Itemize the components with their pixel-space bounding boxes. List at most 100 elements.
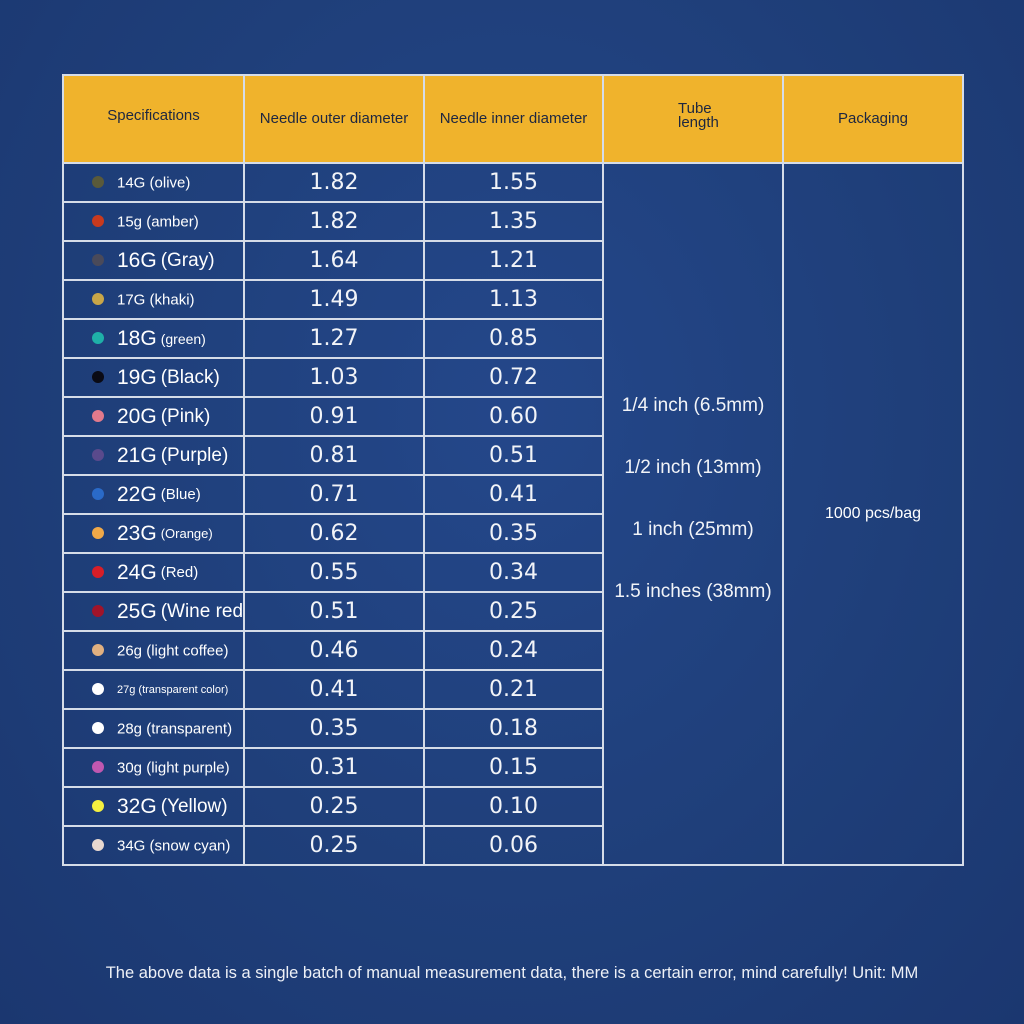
- color-dot-icon: [92, 526, 104, 539]
- table-row: 22G (Blue) 0.71 0.41: [62, 474, 963, 515]
- color-dot-icon: [92, 253, 104, 266]
- table-row: 15g (amber) 1.82 1.35: [62, 201, 963, 242]
- inner-diameter-cell: 0.60: [423, 396, 604, 437]
- tube-length-item: 1 inch (25mm): [632, 519, 754, 540]
- color-dot-icon: [92, 565, 104, 578]
- color-dot-icon: [92, 487, 104, 500]
- table-row: 28g (transparent) 0.35 0.18: [62, 708, 963, 749]
- table-row: 21G (Purple) 0.81 0.51: [62, 435, 963, 476]
- spec-label: 14G (olive): [117, 174, 191, 192]
- inner-diameter-cell: 1.55: [423, 162, 604, 203]
- outer-diameter-cell: 0.46: [243, 630, 425, 671]
- color-dot-icon: [92, 683, 104, 696]
- spec-label: 15g (amber): [117, 213, 199, 231]
- spec-color-name: (Yellow): [160, 795, 228, 817]
- color-dot-icon: [92, 448, 104, 461]
- spec-cell: 17G (khaki): [62, 279, 245, 320]
- tube-length-item: 1/2 inch (13mm): [624, 457, 762, 478]
- color-dot-icon: [92, 604, 104, 617]
- outer-diameter-cell: 0.51: [243, 591, 425, 632]
- inner-diameter-cell: 0.51: [423, 435, 604, 476]
- spec-color-name: (green): [160, 330, 206, 347]
- spec-gauge: 32G: [117, 794, 157, 818]
- measurement-footnote: The above data is a single batch of manu…: [105, 964, 919, 982]
- tube-length-list: 1/4 inch (6.5mm) 1/2 inch (13mm) 1 inch (2…: [604, 394, 782, 642]
- color-dot-icon: [92, 175, 104, 188]
- outer-diameter-cell: 0.55: [243, 552, 425, 593]
- table-row: 20G (Pink) 0.91 0.60: [62, 396, 963, 437]
- spec-cell: 22G (Blue): [62, 474, 245, 515]
- inner-diameter-cell: 0.34: [423, 552, 604, 593]
- spec-label: 17G (khaki): [117, 291, 195, 309]
- needle-spec-table: Specifications Needle outer diameter Nee…: [62, 74, 964, 866]
- tube-length-item: 1/4 inch (6.5mm): [621, 395, 765, 416]
- outer-diameter-cell: 1.64: [243, 240, 425, 281]
- outer-diameter-cell: 0.81: [243, 435, 425, 476]
- spec-gauge: 18G: [117, 326, 157, 350]
- color-dot-icon: [92, 838, 104, 851]
- outer-diameter-cell: 0.31: [243, 747, 425, 788]
- table-body: 14G (olive) 1.82 1.55 1/4 inch (6.5mm) 1/2 i…: [62, 162, 964, 866]
- spec-label: 34G (snow cyan): [117, 837, 231, 855]
- outer-diameter-cell: 1.27: [243, 318, 425, 359]
- spec-color-name: (Purple): [160, 444, 229, 466]
- spec-cell: 15g (amber): [62, 201, 245, 242]
- spec-color-name: (Black): [160, 366, 220, 388]
- table-row: 16G (Gray) 1.64 1.21: [62, 240, 963, 281]
- table-row: 17G (khaki) 1.49 1.13: [62, 279, 963, 320]
- table-header-row: Specifications Needle outer diameter Nee…: [62, 74, 964, 164]
- spec-gauge: 23G: [117, 521, 157, 545]
- inner-diameter-cell: 1.35: [423, 201, 604, 242]
- outer-diameter-cell: 0.41: [243, 669, 425, 710]
- header-inner-diameter: Needle inner diameter: [423, 74, 604, 164]
- spec-gauge: 16G: [117, 248, 157, 272]
- color-dot-icon: [92, 331, 104, 344]
- outer-diameter-cell: 0.62: [243, 513, 425, 554]
- spec-cell: 27g (transparent color): [62, 669, 245, 710]
- inner-diameter-cell: 0.41: [423, 474, 604, 515]
- spec-cell: 19G (Black): [62, 357, 245, 398]
- header-specifications: Specifications: [62, 74, 245, 164]
- outer-diameter-cell: 1.03: [243, 357, 425, 398]
- spec-color-name: (Blue): [160, 486, 201, 503]
- header-packaging: Packaging: [782, 74, 964, 164]
- spec-cell: 21G (Purple): [62, 435, 245, 476]
- outer-diameter-cell: 1.82: [243, 162, 425, 203]
- table-row: 30g (light purple) 0.31 0.15: [62, 747, 963, 788]
- spec-gauge: 25G: [117, 599, 157, 623]
- spec-cell: 14G (olive): [62, 162, 245, 203]
- outer-diameter-cell: 0.25: [243, 786, 425, 827]
- color-dot-icon: [92, 643, 104, 656]
- header-tube-length: Tube length: [602, 74, 784, 164]
- spec-cell: 25G (Wine red): [62, 591, 245, 632]
- table-row: 32G (Yellow) 0.25 0.10: [62, 786, 963, 827]
- spec-gauge: 19G: [117, 365, 157, 389]
- outer-diameter-cell: 1.82: [243, 201, 425, 242]
- inner-diameter-cell: 1.21: [423, 240, 604, 281]
- spec-color-name: (Gray): [160, 249, 215, 271]
- spec-cell: 26g (light coffee): [62, 630, 245, 671]
- inner-diameter-cell: 0.85: [423, 318, 604, 359]
- spec-cell: 32G (Yellow): [62, 786, 245, 827]
- table-row: 23G (Orange) 0.62 0.35: [62, 513, 963, 554]
- inner-diameter-cell: 0.25: [423, 591, 604, 632]
- color-dot-icon: [92, 721, 104, 734]
- spec-label: 26g (light coffee): [117, 642, 229, 660]
- table-row: 19G (Black) 1.03 0.72: [62, 357, 963, 398]
- color-dot-icon: [92, 409, 104, 422]
- spec-color-name: (Wine red): [160, 600, 244, 622]
- spec-cell: 16G (Gray): [62, 240, 245, 281]
- table-row: 25G (Wine red) 0.51 0.25: [62, 591, 963, 632]
- outer-diameter-cell: 0.71: [243, 474, 425, 515]
- inner-diameter-cell: 0.24: [423, 630, 604, 671]
- table-row: 18G (green) 1.27 0.85: [62, 318, 963, 359]
- spec-gauge: 20G: [117, 404, 157, 428]
- header-outer-diameter: Needle outer diameter: [243, 74, 425, 164]
- outer-diameter-cell: 0.91: [243, 396, 425, 437]
- packaging-cell: 1000 pcs/bag: [782, 162, 964, 866]
- spec-label: 27g (transparent color): [117, 684, 229, 697]
- outer-diameter-cell: 0.35: [243, 708, 425, 749]
- inner-diameter-cell: 0.35: [423, 513, 604, 554]
- spec-cell: 20G (Pink): [62, 396, 245, 437]
- table-row: 27g (transparent color) 0.41 0.21: [62, 669, 963, 710]
